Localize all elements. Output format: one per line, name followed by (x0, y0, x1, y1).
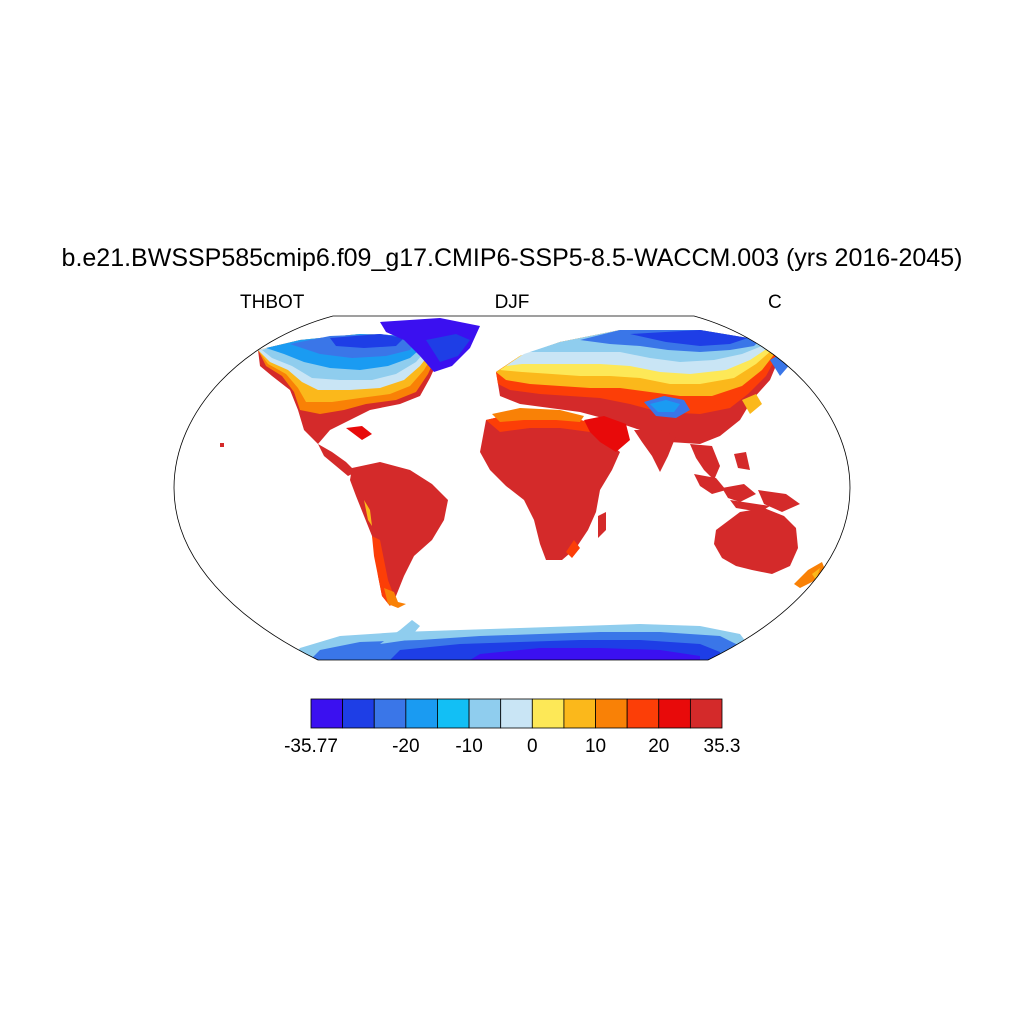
variable-label: THBOT (240, 292, 305, 313)
colorbar-swatch (405, 698, 438, 729)
eurasia (496, 330, 792, 480)
north-america (258, 334, 440, 476)
new-zealand (794, 562, 826, 588)
colorbar (310, 698, 723, 729)
colorbar-swatch (595, 698, 628, 729)
colorbar-swatch (563, 698, 596, 729)
colorbar-tick-label: -20 (392, 736, 420, 757)
australia (714, 508, 798, 574)
colorbar-tick-label: -10 (455, 736, 483, 757)
colorbar-swatch (437, 698, 470, 729)
units-label: C (768, 292, 782, 313)
colorbar-tick-label: 10 (584, 736, 607, 757)
colorbar-tick-label: 0 (527, 736, 538, 757)
maritime-southeast-asia (694, 452, 800, 512)
colorbar-swatch (310, 698, 344, 729)
africa (480, 408, 630, 560)
colorbar-swatch (500, 698, 533, 729)
colorbar-swatch (626, 698, 660, 729)
globe-outline (173, 315, 851, 661)
colorbar-swatch (373, 698, 407, 729)
south-america (350, 462, 448, 608)
colorbar-swatch (689, 698, 723, 729)
colorbar-tick-label: 35.3 (703, 736, 741, 757)
colorbar-swatch (468, 698, 502, 729)
colorbar-swatch (342, 698, 375, 729)
plot-title: b.e21.BWSSP585cmip6.f09_g17.CMIP6-SSP5-8… (61, 244, 963, 272)
colorbar-swatch (658, 698, 691, 729)
season-label: DJF (494, 292, 530, 313)
colorbar-swatch (531, 698, 565, 729)
colorbar-tick-label: -35.77 (284, 736, 338, 757)
antarctica (290, 620, 760, 660)
colorbar-tick-label: 20 (648, 736, 670, 757)
